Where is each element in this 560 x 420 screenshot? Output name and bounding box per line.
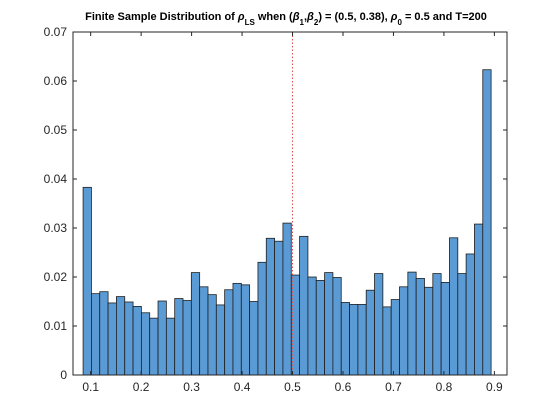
y-tick-label: 0.06 — [44, 74, 68, 88]
title-rho: ρ — [237, 11, 245, 23]
title-text-end: = 0.5 and T=200 — [402, 11, 487, 23]
histogram-bar — [82, 186, 92, 376]
title-rho-0: ρ — [390, 11, 398, 23]
histogram-bar — [482, 69, 492, 376]
histogram-bar — [340, 302, 350, 376]
histogram-bar — [465, 253, 475, 376]
histogram-bar — [124, 301, 134, 376]
x-axis: 0.1 0.2 0.3 0.4 0.5 0.6 0.7 0.8 0.9 — [82, 32, 503, 394]
histogram-bar — [91, 293, 101, 376]
histogram-bar — [457, 273, 467, 376]
histogram-bar — [390, 299, 400, 376]
histogram-bar — [249, 301, 259, 376]
histogram-bar — [232, 282, 242, 376]
histogram-bar — [199, 286, 209, 376]
y-tick-label: 0.02 — [44, 270, 68, 284]
histogram-bar — [432, 273, 442, 376]
histogram-bar — [149, 317, 159, 376]
histogram-bar — [299, 235, 309, 376]
title-comma: , — [304, 11, 307, 23]
histogram-bar — [324, 272, 334, 376]
histogram-bar — [215, 304, 226, 376]
histogram-bar — [157, 300, 167, 376]
x-tick-label: 0.7 — [385, 380, 402, 394]
x-tick-label: 0.9 — [486, 380, 503, 394]
histogram-bar — [315, 280, 325, 376]
histogram-bar — [374, 273, 384, 376]
x-tick-label: 0.8 — [436, 380, 453, 394]
y-tick-label: 0 — [60, 368, 67, 382]
histogram-bar — [332, 277, 342, 376]
histogram-bar — [207, 294, 217, 376]
histogram-bar — [415, 278, 425, 376]
title-text-start: Finite Sample Distribution of — [85, 11, 238, 23]
title-rho-0-subscript: 0 — [397, 18, 402, 27]
histogram-bar — [440, 281, 450, 376]
title-text-when: when ( — [255, 11, 293, 23]
histogram-bar — [282, 222, 292, 376]
x-tick-label: 0.2 — [133, 380, 150, 394]
y-tick-label: 0.05 — [44, 123, 68, 137]
histogram-bar — [240, 284, 251, 376]
histogram-bar — [182, 300, 192, 376]
histogram-bar — [99, 291, 109, 376]
y-axis: 0 0.01 0.02 0.03 0.04 0.05 0.06 0.07 — [44, 25, 507, 382]
y-tick-label: 0.01 — [44, 319, 68, 333]
chart-title: Finite Sample Distribution of ρLS when (… — [85, 11, 487, 27]
title-text-values: ) = (0.5, 0.38), — [318, 11, 390, 23]
histogram-bar — [165, 317, 176, 376]
histogram-bar — [449, 237, 459, 376]
histogram-bar — [224, 289, 234, 376]
x-tick-label: 0.5 — [284, 380, 301, 394]
x-tick-label: 0.1 — [82, 380, 99, 394]
histogram-bar — [382, 306, 392, 376]
title-beta-1: β — [292, 11, 300, 23]
histogram-bar — [399, 286, 409, 376]
title-beta-2: β — [306, 11, 314, 23]
y-tick-label: 0.03 — [44, 221, 68, 235]
histogram-bar — [265, 237, 276, 376]
histogram-bar — [357, 304, 367, 376]
title-beta-2-subscript: 2 — [314, 18, 319, 27]
histogram-bar — [107, 302, 117, 376]
y-tick-label: 0.04 — [44, 172, 68, 186]
x-tick-label: 0.3 — [183, 380, 200, 394]
histogram-bar — [116, 296, 126, 376]
histogram-bar — [474, 223, 484, 376]
histogram-bar — [274, 240, 284, 376]
histogram-bar — [365, 289, 375, 376]
histogram-bar — [174, 298, 184, 376]
y-tick-label: 0.07 — [44, 25, 68, 39]
x-tick-label: 0.6 — [335, 380, 352, 394]
histogram-bar — [290, 274, 300, 376]
histogram-bar — [140, 312, 151, 376]
histogram-bar — [349, 304, 359, 376]
title-beta-1-subscript: 1 — [300, 18, 305, 27]
axes-box — [72, 31, 508, 376]
histogram-bar — [190, 272, 201, 376]
histogram-bars — [82, 69, 492, 376]
title-rho-subscript: LS — [245, 18, 256, 27]
histogram-bar — [407, 271, 417, 376]
histogram-bar — [132, 305, 142, 376]
x-tick-label: 0.4 — [234, 380, 251, 394]
histogram-bar — [257, 261, 267, 376]
histogram-bar — [424, 286, 434, 376]
histogram-bar — [307, 276, 317, 376]
